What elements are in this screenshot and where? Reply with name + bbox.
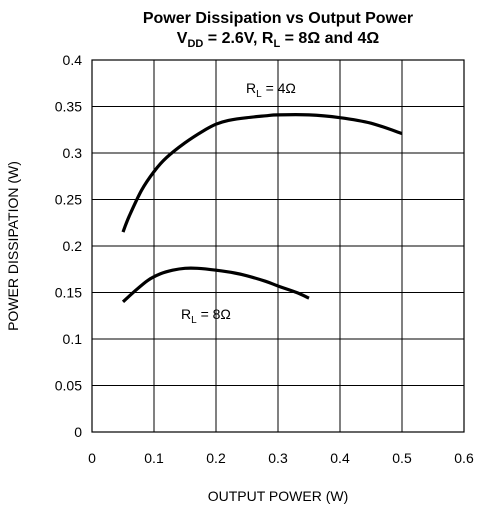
chart-title: Power Dissipation vs Output Power <box>143 10 413 27</box>
y-tick-label-8: 0.4 <box>63 52 83 68</box>
x-tick-label-5: 0.5 <box>392 450 412 466</box>
y-tick-label-0: 0 <box>74 424 82 440</box>
series-lines <box>121 113 403 303</box>
y-tick-label-2: 0.1 <box>63 331 83 347</box>
x-tick-label-0: 0 <box>88 450 96 466</box>
series-label-4ohm: RL = 4Ω <box>246 80 296 100</box>
series-label-8ohm: RL = 8Ω <box>181 306 231 326</box>
y-axis-ticks: 0 0.05 0.1 0.15 0.2 0.25 0.3 0.35 0.4 <box>55 52 82 440</box>
x-axis-ticks: 0 0.1 0.2 0.3 0.4 0.5 0.6 <box>88 450 474 466</box>
series-line-8ohm <box>121 266 310 303</box>
y-tick-label-4: 0.2 <box>63 238 83 254</box>
x-tick-label-6: 0.6 <box>454 450 474 466</box>
y-tick-label-6: 0.3 <box>63 145 83 161</box>
x-tick-label-4: 0.4 <box>330 450 350 466</box>
x-tick-label-3: 0.3 <box>268 450 288 466</box>
y-axis-label: POWER DISSIPATION (W) <box>5 161 21 331</box>
grid-lines <box>91 59 465 433</box>
y-tick-label-1: 0.05 <box>55 378 82 394</box>
x-tick-label-1: 0.1 <box>144 450 164 466</box>
plot-frame <box>91 59 465 433</box>
chart-subtitle: VDD = 2.6V, RL = 8Ω and 4Ω <box>177 30 380 50</box>
y-tick-label-5: 0.25 <box>55 192 82 208</box>
y-tick-label-3: 0.15 <box>55 285 82 301</box>
series-line-4ohm <box>121 113 403 233</box>
x-axis-label: OUTPUT POWER (W) <box>208 488 349 504</box>
x-tick-label-2: 0.2 <box>206 450 226 466</box>
y-tick-label-7: 0.35 <box>55 99 82 115</box>
